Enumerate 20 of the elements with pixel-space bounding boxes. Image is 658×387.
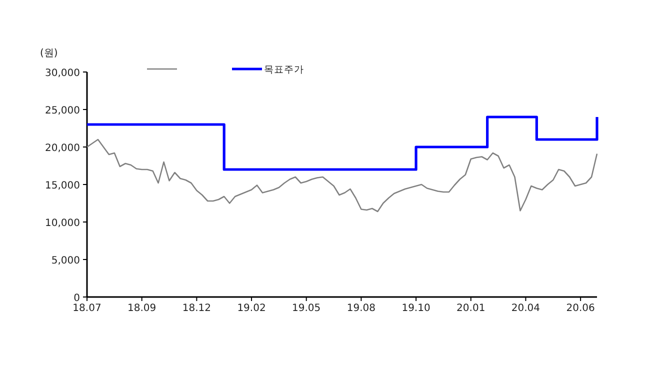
y-tick-label: 25,000 (45, 106, 80, 116)
x-tick-label: 20.01 (456, 303, 486, 314)
x-tick-label: 19.02 (237, 303, 266, 314)
legend-label: 목표주가 (264, 64, 304, 76)
x-tick-label: 19.08 (346, 303, 376, 314)
x-tick-label: 19.05 (292, 303, 321, 314)
x-tick-label: 18.09 (128, 303, 156, 314)
x-tick-label: 20.04 (511, 303, 540, 314)
y-tick-label: 20,000 (45, 143, 80, 154)
legend: 목표주가 (147, 64, 304, 76)
y-tick-label: 30,000 (45, 68, 80, 79)
y-tick-label: 10,000 (45, 218, 80, 229)
x-tick-label: 18.07 (72, 303, 102, 314)
y-tick-label: 0 (74, 293, 80, 304)
x-tick-label: 18.12 (182, 303, 211, 314)
y-axis-title: (원) (40, 48, 58, 59)
x-tick-label: 20.06 (566, 303, 595, 314)
y-tick-label: 15,000 (45, 180, 80, 192)
x-tick-label: 19.10 (402, 303, 430, 314)
y-tick-label: 5,000 (51, 256, 80, 266)
